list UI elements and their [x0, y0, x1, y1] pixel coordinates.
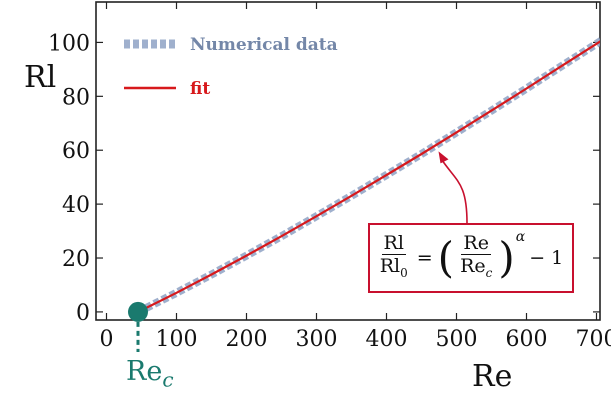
formula-rhs-den-text: Re	[460, 255, 486, 278]
y-axis-label: Rl	[24, 60, 56, 95]
formula-rhs-den-sub: c	[485, 265, 493, 280]
formula-right-paren: )	[498, 233, 515, 282]
formula-lhs-den-text: Rl	[379, 255, 401, 278]
y-tick-label-100: 100	[48, 31, 90, 56]
formula-rhs-denominator: Rec	[458, 255, 494, 284]
x-tick-label-400: 400	[366, 327, 408, 352]
formula-lhs-den-sub: 0	[400, 265, 408, 280]
legend: Numerical data fit	[124, 35, 338, 99]
critical-reynolds-label: Rec	[126, 356, 174, 391]
x-axis-label: Re	[472, 359, 512, 394]
y-tick-label-60: 60	[62, 139, 90, 164]
axes	[95, 1, 601, 321]
formula-lhs-fraction: Rl Rl0	[378, 232, 410, 284]
legend-label-1: fit	[190, 79, 210, 99]
series-line-1	[137, 40, 600, 313]
formula-lhs-denominator: Rl0	[378, 255, 410, 284]
annotation-arrowhead	[438, 151, 449, 164]
x-tick-label-0: 0	[100, 327, 114, 352]
critical-label-text: Re	[126, 356, 163, 387]
y-tick-label-80: 80	[62, 85, 90, 110]
x-tick-label-200: 200	[226, 327, 268, 352]
y-tick-label-0: 0	[76, 301, 90, 326]
formula-exponent: α	[515, 229, 526, 245]
annotation-arrow	[438, 151, 468, 224]
x-tick-label-500: 500	[436, 327, 478, 352]
y-tick-label-40: 40	[62, 193, 90, 218]
series-layer	[136, 36, 600, 316]
fit-formula-box: Rl Rl0 = ( Re Rec ) α − 1	[368, 223, 574, 293]
formula-rhs-numerator: Re	[461, 232, 491, 256]
critical-point-group	[128, 301, 148, 352]
formula-left-paren: (	[437, 233, 455, 282]
formula-rhs-fraction: Re Rec	[458, 232, 494, 284]
x-tick-label-100: 100	[156, 327, 198, 352]
y-tick-label-20: 20	[62, 247, 90, 272]
critical-label-sub: c	[162, 367, 174, 392]
x-tick-label-300: 300	[296, 327, 338, 352]
x-tick-label-700: 700	[576, 327, 611, 352]
legend-label-0: Numerical data	[190, 35, 338, 55]
critical-point-marker	[128, 301, 148, 322]
formula-tail: − 1	[529, 247, 564, 269]
x-tick-label-600: 600	[506, 327, 548, 352]
formula-lhs-numerator: Rl	[381, 232, 406, 256]
formula-equals: =	[416, 247, 433, 269]
annotation-curve	[440, 158, 468, 224]
plot-frame	[95, 1, 601, 321]
ticks: 0 100 200 300 400 500 600 700 0 20 40 60 80 100	[48, 2, 611, 352]
